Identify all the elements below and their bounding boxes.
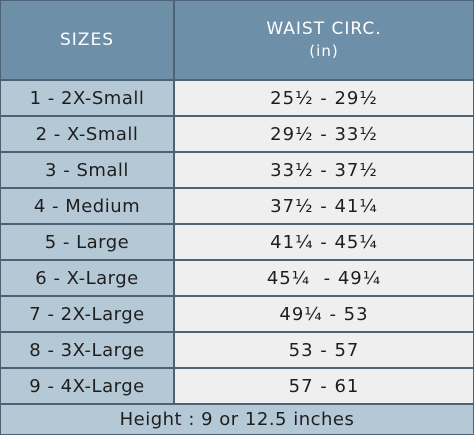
- waist-cell: 53 - 57: [175, 333, 473, 367]
- waist-cell: 37½ - 41¼: [175, 189, 473, 223]
- sizes-column-header: SIZES: [1, 1, 173, 79]
- waist-cell: 29½ - 33½: [175, 117, 473, 151]
- waist-cell: 49¼ - 53: [175, 297, 473, 331]
- size-cell: 4 - Medium: [1, 189, 173, 223]
- waist-cell: 25½ - 29½: [175, 81, 473, 115]
- size-cell: 7 - 2X-Large: [1, 297, 173, 331]
- size-cell: 9 - 4X-Large: [1, 369, 173, 403]
- size-cell: 1 - 2X-Small: [1, 81, 173, 115]
- waist-header-label: WAIST CIRC.: [266, 19, 382, 39]
- size-cell: 6 - X-Large: [1, 261, 173, 295]
- size-cell: 8 - 3X-Large: [1, 333, 173, 367]
- waist-column-header: WAIST CIRC. (in): [175, 1, 473, 79]
- waist-cell: 33½ - 37½: [175, 153, 473, 187]
- size-cell: 3 - Small: [1, 153, 173, 187]
- waist-cell: 57 - 61: [175, 369, 473, 403]
- size-cell: 5 - Large: [1, 225, 173, 259]
- waist-cell: 41¼ - 45¼: [175, 225, 473, 259]
- waist-header-unit: (in): [309, 42, 339, 60]
- height-note: Height : 9 or 12.5 inches: [1, 405, 473, 434]
- size-cell: 2 - X-Small: [1, 117, 173, 151]
- waist-cell: 45¼ - 49¼: [175, 261, 473, 295]
